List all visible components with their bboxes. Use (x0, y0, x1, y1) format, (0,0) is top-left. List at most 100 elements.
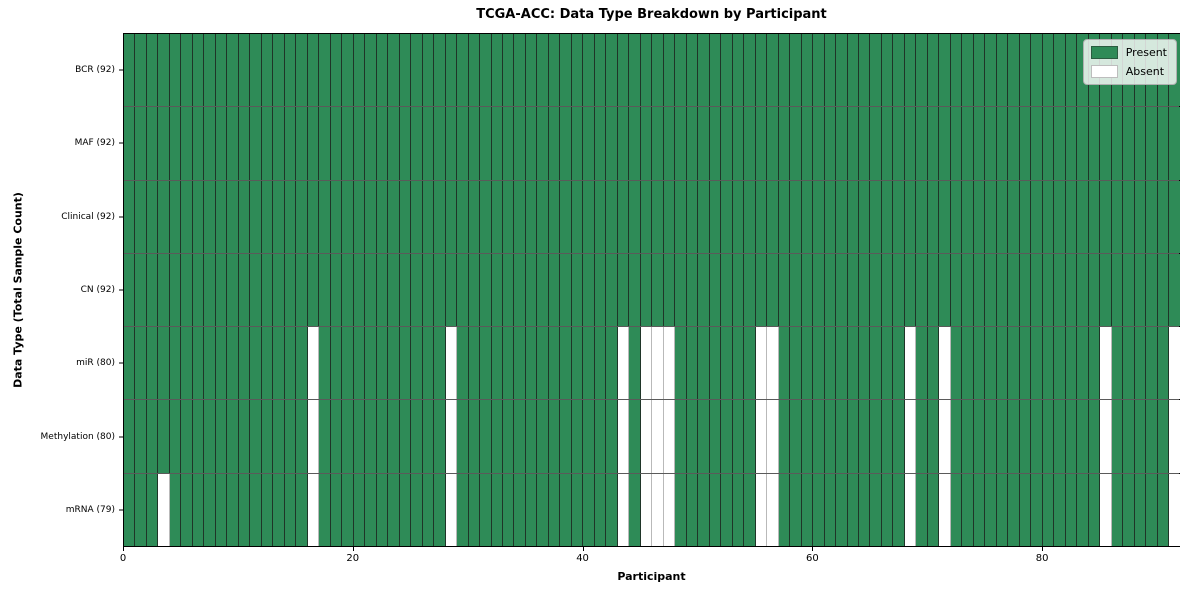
cell-present (1100, 253, 1112, 327)
cell-present (985, 107, 997, 180)
cell-present (778, 253, 791, 327)
cell-present (686, 180, 699, 253)
cell-present (1111, 107, 1124, 180)
cell-present (1008, 253, 1020, 327)
cell-present (353, 107, 366, 180)
cell-present (594, 253, 607, 327)
cell-present (698, 253, 710, 327)
cell-present (721, 400, 733, 473)
cell-present (376, 327, 389, 400)
cell-present (353, 473, 366, 546)
cell-present (985, 253, 997, 327)
cell-present (1134, 400, 1147, 473)
cell-present (238, 107, 251, 180)
cell-present (124, 180, 136, 253)
cell-present (296, 253, 308, 327)
cell-present (192, 107, 205, 180)
cell-present (962, 107, 974, 180)
cell-present (1019, 253, 1032, 327)
cell-present (813, 473, 825, 546)
cell-present (1111, 253, 1124, 327)
cell-present (859, 180, 871, 253)
cell-present (893, 107, 905, 180)
cell-present (261, 107, 274, 180)
legend-item-absent: Absent (1090, 65, 1167, 78)
cell-present (445, 180, 458, 253)
cell-present (836, 34, 848, 107)
cell-present (537, 107, 549, 180)
cell-absent (652, 473, 664, 546)
x-tick-label: 20 (346, 553, 360, 564)
x-tick-mark (812, 547, 814, 551)
x-tick-mark (352, 547, 354, 551)
cell-present (365, 253, 377, 327)
cell-present (560, 400, 572, 473)
cell-present (594, 107, 607, 180)
cell-present (434, 327, 446, 400)
cell-present (422, 107, 435, 180)
cell-present (571, 107, 584, 180)
cell-present (1134, 253, 1147, 327)
cell-absent (767, 473, 779, 546)
cell-present (571, 34, 584, 107)
legend: Present Absent (1082, 39, 1177, 85)
cell-present (422, 473, 435, 546)
cell-absent (158, 473, 170, 546)
cell-present (261, 400, 274, 473)
cell-present (893, 327, 905, 400)
cell-present (721, 180, 733, 253)
cell-present (502, 473, 515, 546)
cell-present (525, 327, 538, 400)
cell-present (916, 400, 928, 473)
cell-present (124, 253, 136, 327)
cell-present (1019, 34, 1032, 107)
cell-present (502, 327, 515, 400)
cell-present (158, 327, 170, 400)
cell-present (330, 34, 343, 107)
cell-present (996, 400, 1009, 473)
y-tick-label-methylation: Methylation (80) (40, 431, 115, 442)
cell-present (767, 180, 779, 253)
cell-present (893, 180, 905, 253)
cell-present (847, 473, 859, 546)
cell-present (640, 180, 653, 253)
cell-present (537, 327, 549, 400)
x-tick-mark (582, 547, 584, 551)
cell-present (916, 473, 928, 546)
cell-present (675, 253, 687, 327)
cell-present (1065, 253, 1078, 327)
cell-present (284, 180, 297, 253)
cell-present (376, 473, 389, 546)
cell-present (365, 473, 377, 546)
cell-present (365, 107, 377, 180)
cell-present (1042, 400, 1055, 473)
cell-present (514, 34, 526, 107)
cell-present (1157, 473, 1170, 546)
cell-present (836, 327, 848, 400)
cell-present (870, 34, 882, 107)
cell-present (502, 400, 515, 473)
cell-present (227, 34, 239, 107)
cell-present (135, 253, 147, 327)
cell-present (859, 107, 871, 180)
cell-present (457, 253, 469, 327)
cell-present (411, 400, 423, 473)
cell-present (1019, 473, 1032, 546)
cell-present (1088, 400, 1101, 473)
cell-present (732, 107, 745, 180)
cell-present (1123, 327, 1135, 400)
cell-present (365, 180, 377, 253)
cell-present (296, 180, 308, 253)
cell-present (950, 180, 963, 253)
cell-present (870, 327, 882, 400)
cell-present (847, 400, 859, 473)
cell-present (606, 34, 618, 107)
cell-present (767, 34, 779, 107)
cell-present (996, 107, 1009, 180)
x-tick-label: 40 (576, 553, 589, 564)
cell-present (881, 253, 894, 327)
cell-present (514, 327, 526, 400)
cell-present (732, 327, 745, 400)
cell-present (606, 107, 618, 180)
cell-present (813, 180, 825, 253)
